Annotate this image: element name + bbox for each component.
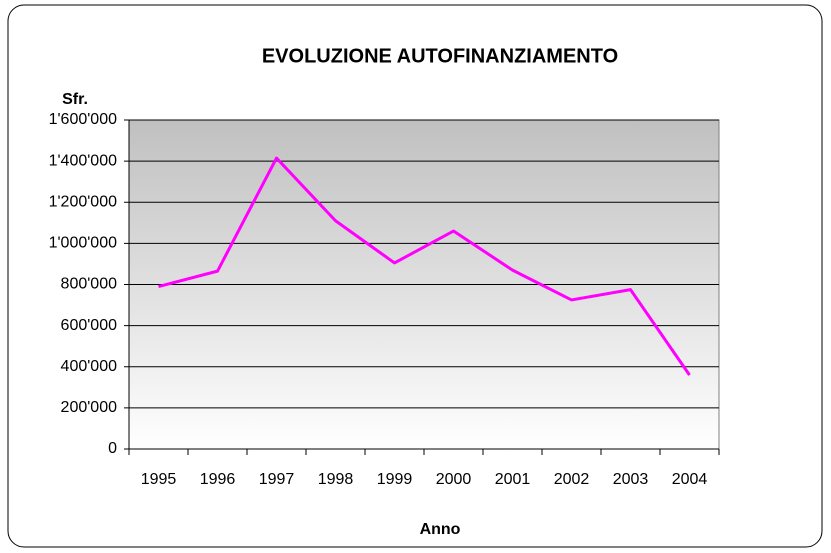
y-tick-label: 1'000'000: [49, 235, 118, 252]
x-axis-label: Anno: [420, 521, 461, 538]
y-tick-label: 800'000: [61, 276, 118, 293]
x-tick-label: 2004: [672, 471, 708, 488]
x-tick-label: 1997: [259, 471, 295, 488]
y-tick-label: 200'000: [61, 399, 118, 416]
y-tick-label: 600'000: [61, 317, 118, 334]
y-tick-label: 1'200'000: [49, 193, 118, 210]
y-tick-label: 1'600'000: [49, 111, 118, 128]
x-tick-label: 2000: [436, 471, 472, 488]
x-tick-label: 2001: [495, 471, 531, 488]
y-axis-label: Sfr.: [62, 91, 88, 108]
data-line: [158, 156, 691, 376]
x-tick-label: 2002: [554, 471, 590, 488]
x-tick-label: 1995: [141, 471, 177, 488]
chart-title: EVOLUZIONE AUTOFINANZIAMENTO: [262, 45, 618, 67]
y-tick-label: 400'000: [61, 358, 118, 375]
y-tick-label: 1'400'000: [49, 152, 118, 169]
x-tick-label: 2003: [613, 471, 649, 488]
x-tick-label: 1998: [318, 471, 354, 488]
x-tick-label: 1996: [200, 471, 236, 488]
x-tick-label: 1999: [377, 471, 413, 488]
y-tick-label: 0: [108, 440, 117, 457]
